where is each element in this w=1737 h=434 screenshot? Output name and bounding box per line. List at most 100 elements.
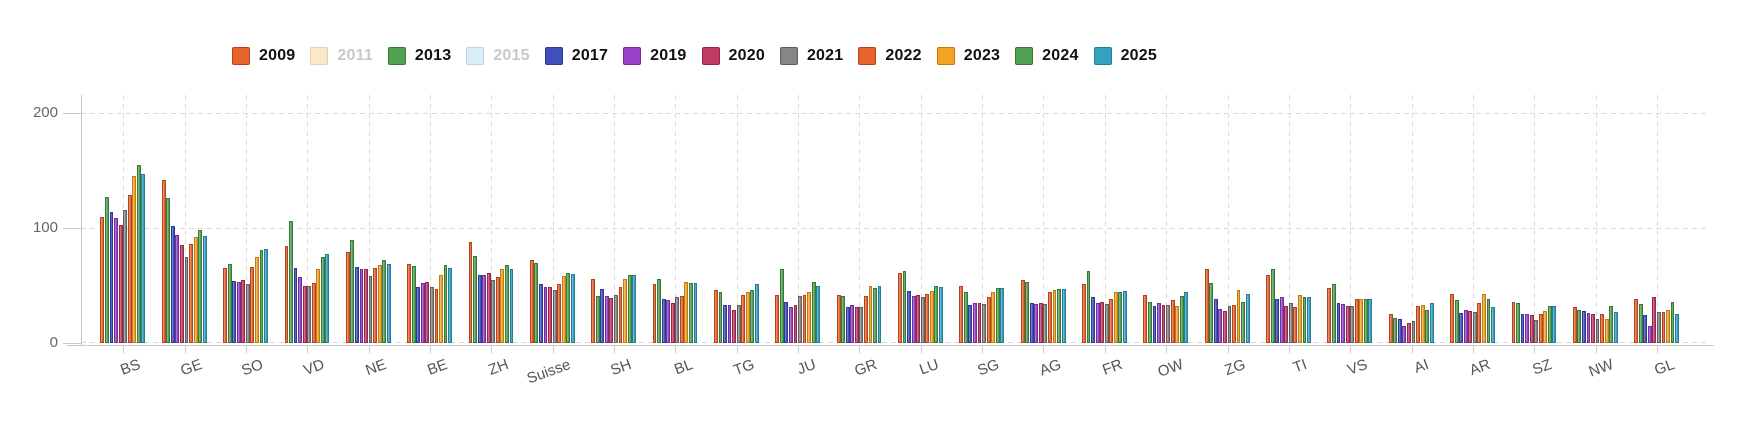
- bar-2019-FR: [1095, 302, 1100, 343]
- bar-2022-SZ: [1538, 314, 1543, 343]
- bar-2024-SG: [995, 287, 1000, 343]
- bar-2020-BE: [425, 282, 430, 343]
- bar-2009-SZ: [1511, 301, 1516, 343]
- bar-2025-GE: [202, 236, 207, 343]
- x-axis-label-JU: JU: [794, 356, 818, 379]
- bar-2022-BE: [434, 288, 439, 343]
- x-tick: [1595, 345, 1597, 353]
- x-tick: [1411, 345, 1413, 353]
- bar-2022-ZG: [1232, 305, 1236, 343]
- bar-2021-TG: [736, 305, 741, 343]
- legend-item-2022[interactable]: 2022: [858, 47, 922, 65]
- legend-label: 2009: [259, 47, 296, 64]
- x-axis-label-SZ: SZ: [1530, 356, 1555, 379]
- bar-2019-GE: [175, 234, 180, 343]
- x-tick: [982, 345, 984, 353]
- bar-2020-AG: [1038, 302, 1043, 343]
- bar-2022-GR: [863, 295, 868, 343]
- bar-2024-AI: [1425, 309, 1430, 343]
- bar-2019-BS: [114, 217, 118, 343]
- bar-2013-GE: [166, 198, 171, 343]
- x-gridline: [920, 95, 922, 345]
- bar-2021-AI: [1411, 321, 1416, 343]
- legend-label: 2017: [571, 47, 609, 64]
- bar-2019-Suisse: [543, 286, 548, 343]
- legend-item-2021[interactable]: 2021: [779, 47, 843, 65]
- bar-2020-NE: [364, 269, 368, 343]
- legend-item-2020[interactable]: 2020: [701, 47, 765, 65]
- bar-2013-JU: [779, 269, 784, 343]
- legend-item-2009[interactable]: 2009: [232, 47, 295, 65]
- bar-2021-AR: [1472, 311, 1477, 343]
- x-tick: [491, 345, 493, 353]
- legend-swatch-2020: [701, 47, 720, 65]
- legend-item-2017[interactable]: 2017: [544, 47, 609, 65]
- bar-2024-TI: [1302, 297, 1307, 343]
- legend-label: 2024: [1042, 47, 1079, 64]
- bar-2020-TI: [1284, 306, 1289, 343]
- bar-2019-NW: [1586, 313, 1591, 343]
- bar-2013-LU: [902, 270, 907, 343]
- bar-2013-BS: [105, 196, 109, 343]
- x-tick: [552, 345, 554, 353]
- bar-2023-TG: [745, 292, 750, 343]
- bar-2022-NE: [373, 268, 378, 343]
- bar-2021-GR: [859, 307, 864, 343]
- bar-2017-BS: [109, 211, 114, 343]
- x-tick: [1104, 345, 1106, 353]
- x-gridline: [1472, 95, 1474, 345]
- legend-item-2011[interactable]: 2011: [310, 47, 373, 65]
- legend-label: 2023: [963, 47, 1001, 64]
- legend-item-2024[interactable]: 2024: [1015, 47, 1078, 65]
- bar-2021-VD: [307, 285, 312, 343]
- bar-2017-FR: [1091, 297, 1096, 343]
- bar-2009-SG: [959, 285, 964, 343]
- bar-2022-BS: [127, 194, 132, 343]
- legend-item-2025[interactable]: 2025: [1093, 47, 1157, 65]
- bar-2022-JU: [802, 294, 807, 343]
- bar-2013-TI: [1270, 269, 1275, 343]
- bar-2021-GL: [1656, 311, 1661, 343]
- bar-2025-BE: [448, 268, 453, 343]
- x-axis-label-GR: GR: [852, 356, 880, 380]
- legend-swatch-2011: [310, 47, 329, 65]
- bar-2021-OW: [1166, 305, 1171, 343]
- legend-item-2013[interactable]: 2013: [387, 47, 451, 65]
- x-axis-label-NW: NW: [1586, 356, 1616, 381]
- bar-2022-Suisse: [557, 284, 562, 343]
- bar-2017-GL: [1643, 315, 1648, 343]
- legend-label: 2011: [337, 47, 373, 64]
- bar-2009-GE: [161, 179, 166, 343]
- bar-2021-BE: [429, 286, 434, 343]
- bar-2009-SO: [223, 268, 228, 343]
- x-tick: [736, 345, 738, 353]
- bar-2020-BL: [670, 302, 675, 343]
- bar-2021-JU: [798, 295, 802, 343]
- bar-2021-NW: [1595, 318, 1600, 343]
- bar-2009-FR: [1082, 284, 1086, 343]
- x-gridline: [552, 95, 554, 345]
- bar-2022-TG: [741, 294, 746, 343]
- bar-2017-ZG: [1213, 299, 1218, 343]
- x-tick: [920, 345, 922, 353]
- bar-2009-AR: [1450, 293, 1455, 343]
- bar-2021-SG: [982, 303, 986, 343]
- bar-2021-Suisse: [552, 290, 557, 343]
- legend-item-2023[interactable]: 2023: [936, 47, 1001, 65]
- legend-item-2015[interactable]: 2015: [466, 47, 530, 65]
- bar-2013-Suisse: [534, 262, 539, 343]
- x-axis-label-BE: BE: [425, 356, 450, 379]
- x-axis-label-GL: GL: [1652, 356, 1677, 379]
- bar-2024-ZH: [504, 264, 509, 343]
- bar-2020-VS: [1345, 306, 1350, 343]
- bar-2021-TI: [1288, 302, 1293, 343]
- bar-2025-VD: [325, 254, 330, 343]
- x-gridline: [429, 95, 431, 345]
- bar-2013-VS: [1332, 284, 1336, 343]
- x-gridline: [1288, 95, 1290, 345]
- legend-item-2019[interactable]: 2019: [623, 47, 686, 65]
- bar-2020-ZH: [486, 272, 491, 343]
- bar-2017-SZ: [1520, 314, 1525, 343]
- bar-2025-SG: [1000, 287, 1005, 343]
- x-axis-line: [67, 345, 1714, 346]
